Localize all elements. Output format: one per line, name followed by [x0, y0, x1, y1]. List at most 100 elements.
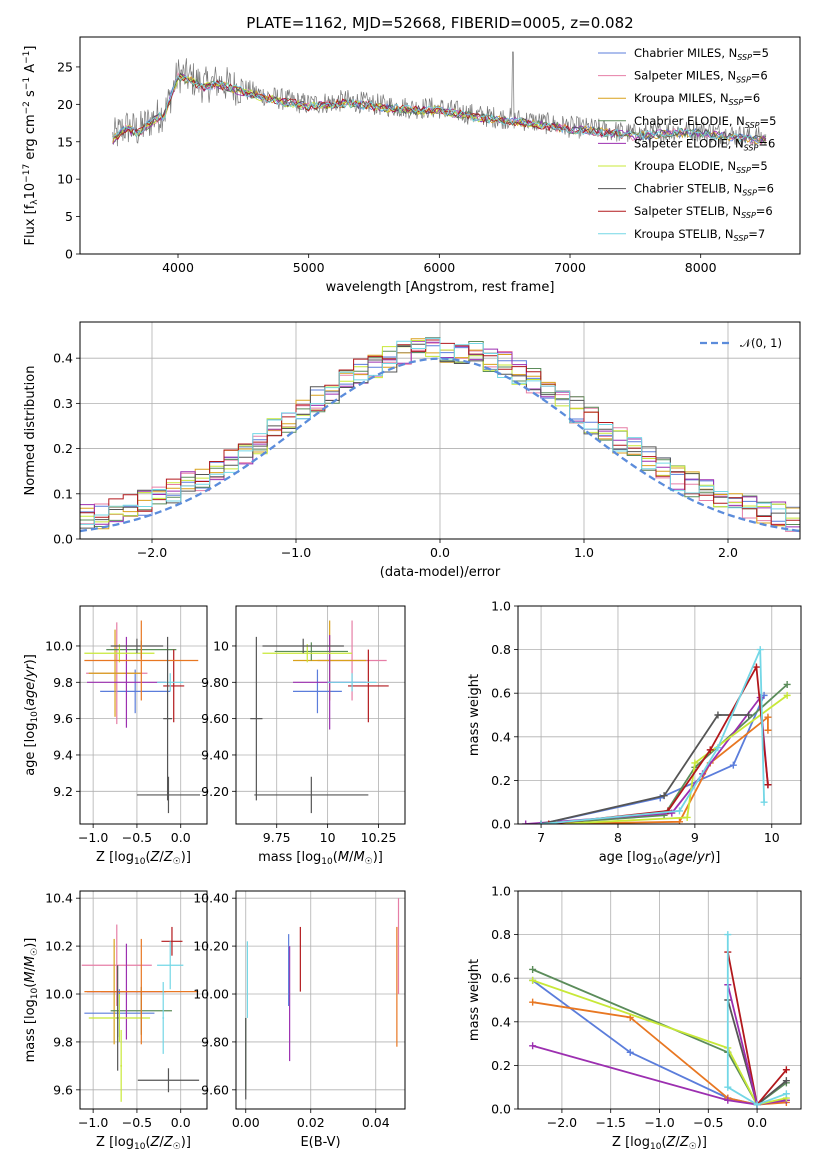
- y-tick-label: 9.20: [201, 784, 229, 799]
- weight-point: [691, 759, 699, 767]
- legend-label: Kroupa STELIB, NSSP=7: [634, 227, 765, 243]
- x-axis-label: (data-model)/error: [380, 565, 501, 580]
- plot-area-age_vs_mass: [250, 620, 389, 814]
- x-axis-label: wavelength [Angstrom, rest frame]: [326, 280, 555, 295]
- y-tick-label: 5: [65, 209, 73, 224]
- y-tick-label: 9.80: [201, 1034, 229, 1049]
- y-tick-label: 9.60: [201, 1082, 229, 1097]
- plot-area-weight_vs_age: [522, 646, 791, 824]
- legend-label: Salpeter STELIB, NSSP=6: [634, 204, 773, 220]
- y-axis-label: age [log10(age/yr)]: [23, 654, 40, 776]
- weight-point: [660, 792, 668, 800]
- plot-area-mass_vs_Z: [81, 924, 200, 1102]
- x-tick-label: −2.0: [137, 545, 167, 560]
- axes-frame: [79, 36, 801, 255]
- y-tick-label: 0.0: [53, 532, 73, 547]
- x-tick-label: −1.5: [596, 1115, 626, 1130]
- y-tick-label: 9.8: [53, 675, 73, 690]
- weight-point: [782, 1090, 790, 1098]
- y-tick-label: 10.0: [45, 638, 73, 653]
- axes-age_vs_mass: 9.75 10 10.25 9.20 9.40 9.60 9.80 10 mass [log10…: [201, 605, 406, 867]
- y-axis-label: Normed distribution: [23, 366, 38, 496]
- x-tick-label: 0.0: [171, 1115, 191, 1130]
- y-tick-label: 0.2: [53, 441, 73, 456]
- axes-weight_vs_Z: −2.0 −1.5 −1.0 −0.5 0.0 0.0 0.2 0.4 0.6 0.8 1.0 Z […: [467, 884, 802, 1152]
- x-tick-label: 0.02: [297, 1115, 325, 1130]
- y-tick-label: 9.6: [53, 1082, 73, 1097]
- axes-frame: [235, 605, 406, 825]
- x-axis-label: Z [log10(Z/Z☉)]: [612, 1135, 707, 1152]
- y-tick-label: 9.6: [53, 711, 73, 726]
- y-tick-label: 0.4: [53, 351, 73, 366]
- y-tick-label: 10: [213, 638, 229, 653]
- weight-point: [783, 691, 791, 699]
- weight-point: [714, 744, 722, 752]
- x-tick-label: 10: [320, 830, 336, 845]
- x-axis-label: age [log10(age/yr)]: [599, 850, 721, 867]
- y-tick-label: 0.0: [491, 817, 511, 832]
- y-tick-label: 10.0: [45, 987, 73, 1002]
- y-tick-label: 0.3: [53, 396, 73, 411]
- x-tick-label: 0.04: [362, 1115, 390, 1130]
- legend-label: Salpeter ELODIE, NSSP=6: [634, 136, 775, 152]
- y-tick-label: 0.4: [491, 729, 511, 744]
- plot-area-weight_vs_Z: [529, 931, 790, 1109]
- y-axis-label: Flux [fλ10−17 erg cm−2 s−1 A−1]: [22, 46, 40, 246]
- weight-line: [541, 683, 788, 824]
- axes-weight_vs_age: 7 8 9 10 0.0 0.2 0.4 0.6 0.8 1.0 age [log10(age/yr…: [467, 599, 802, 867]
- weight-point: [714, 711, 722, 719]
- x-tick-label: −0.5: [122, 830, 152, 845]
- weight-point: [760, 798, 768, 806]
- axes-frame: [79, 321, 801, 540]
- weight-point: [724, 931, 732, 939]
- weight-point: [626, 1048, 634, 1056]
- weight-point: [752, 663, 760, 671]
- plot-area-age_vs_Z: [84, 620, 200, 814]
- axes-frame: [517, 890, 802, 1110]
- axes-age_vs_Z: −1.0 −0.5 0.0 9.2 9.4 9.6 9.8 10.0 Z [log10(Z/Z☉…: [23, 605, 208, 867]
- weight-point: [782, 1077, 790, 1085]
- y-tick-label: 9.4: [53, 747, 73, 762]
- weight-point: [756, 646, 764, 654]
- x-tick-label: −0.5: [693, 1115, 723, 1130]
- legend-label: Kroupa MILES, NSSP=6: [634, 91, 760, 107]
- x-tick-label: 0.00: [232, 1115, 260, 1130]
- y-tick-label: 0.4: [491, 1014, 511, 1029]
- x-tick-label: −1.0: [78, 830, 108, 845]
- y-tick-label: 0.2: [491, 773, 511, 788]
- x-tick-label: 0.0: [171, 830, 191, 845]
- weight-point: [764, 781, 772, 789]
- weight-point: [753, 1101, 761, 1109]
- y-tick-label: 9.60: [201, 711, 229, 726]
- y-axis-label: mass weight: [467, 674, 482, 756]
- x-tick-label: 5000: [293, 260, 325, 275]
- x-tick-label: 1.0: [574, 545, 594, 560]
- plot-area-residuals: [80, 337, 800, 533]
- y-tick-label: 0.2: [491, 1058, 511, 1073]
- weight-point: [529, 1042, 537, 1050]
- y-tick-label: 10.2: [45, 939, 73, 954]
- weight-point: [675, 818, 683, 824]
- legend-label: 𝒩(0, 1): [740, 336, 782, 350]
- y-tick-label: 10.20: [193, 939, 229, 954]
- axes-residuals: −2.0 −1.0 0.0 1.0 2.0 0.0 0.1 0.2 0.3 0.4 (data-mo…: [23, 321, 801, 580]
- x-axis-label: Z [log10(Z/Z☉)]: [96, 850, 191, 867]
- x-tick-label: −1.0: [281, 545, 311, 560]
- y-tick-label: 10.4: [45, 891, 73, 906]
- weight-point: [529, 998, 537, 1006]
- y-tick-label: 25: [57, 59, 73, 74]
- weight-line: [726, 934, 787, 1106]
- model-line: [112, 74, 767, 144]
- axes-spectrum: 4000 5000 6000 7000 8000 0 5 10 15 20 25 wavelength…: [22, 14, 801, 295]
- axes-frame: [235, 890, 406, 1110]
- weight-point: [764, 726, 772, 734]
- axes-mass_vs_Z: −1.0 −0.5 0.0 9.6 9.8 10.0 10.2 10.4 Z [log10(Z/…: [23, 890, 208, 1152]
- weight-point: [522, 820, 530, 824]
- y-axis-label: mass weight: [467, 959, 482, 1041]
- x-axis-label: Z [log10(Z/Z☉)]: [96, 1135, 191, 1152]
- weight-line: [726, 984, 758, 1105]
- x-axis-label: E(B-V): [300, 1135, 340, 1150]
- grid-mass_vs_ebv: [236, 891, 405, 1109]
- weight-line: [532, 1044, 787, 1106]
